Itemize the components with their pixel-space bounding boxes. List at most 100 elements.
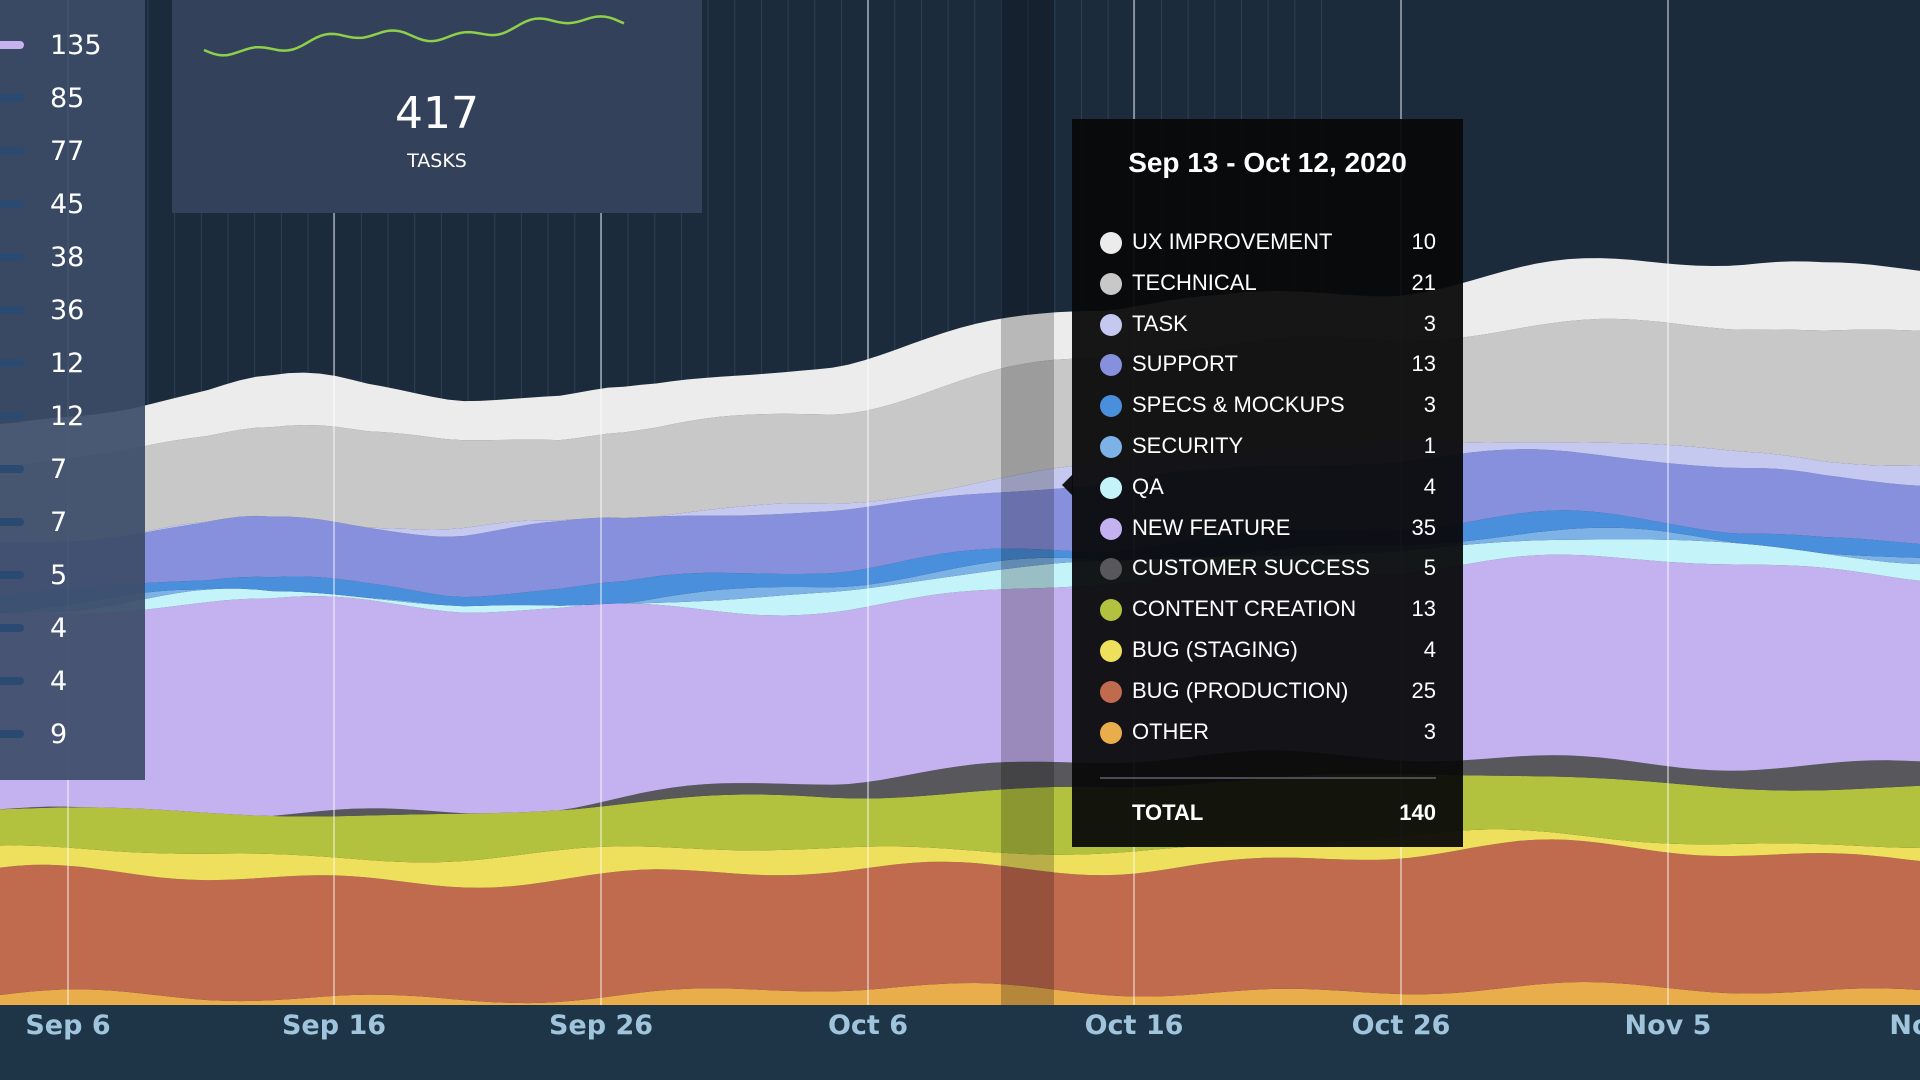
category-indicator-bar bbox=[0, 359, 24, 367]
legend-dot-icon bbox=[1100, 313, 1122, 336]
category-count-row[interactable]: 5 bbox=[0, 556, 145, 596]
tooltip-legend-row: QA 4 bbox=[1100, 470, 1436, 504]
category-count-row[interactable]: 135 bbox=[0, 26, 145, 66]
legend-dot-icon bbox=[1100, 680, 1122, 703]
x-axis-tick-label: Nov 5 bbox=[1624, 1010, 1712, 1041]
tooltip-legend-row: SECURITY 1 bbox=[1100, 429, 1436, 463]
tasks-sparkline bbox=[203, 15, 625, 57]
tooltip-total-value: 140 bbox=[1399, 800, 1436, 825]
category-count: 9 bbox=[50, 719, 68, 750]
tooltip-legend-row: SPECS & MOCKUPS 3 bbox=[1100, 388, 1436, 422]
legend-dot-icon bbox=[1100, 558, 1122, 581]
legend-dot-icon bbox=[1100, 354, 1122, 377]
category-indicator-bar bbox=[0, 730, 24, 738]
category-indicator-bar bbox=[0, 571, 24, 579]
category-count: 5 bbox=[50, 560, 68, 591]
category-indicator-bar bbox=[0, 253, 24, 261]
category-count-row[interactable]: 85 bbox=[0, 79, 145, 119]
tooltip-item-label: SPECS & MOCKUPS bbox=[1132, 392, 1345, 418]
tooltip-item-value: 13 bbox=[1411, 351, 1436, 377]
tooltip-pointer bbox=[1062, 474, 1073, 496]
legend-dot-icon bbox=[1100, 599, 1122, 622]
category-count-row[interactable]: 12 bbox=[0, 397, 145, 437]
category-count-panel: 135 85 77 45 38 36 12 12 7 7 5 4 4 9 bbox=[0, 0, 145, 780]
category-indicator-bar bbox=[0, 306, 24, 314]
category-indicator-bar bbox=[0, 147, 24, 155]
tooltip-item-label: BUG (STAGING) bbox=[1132, 637, 1298, 662]
category-indicator-bar bbox=[0, 624, 24, 632]
category-count: 12 bbox=[50, 348, 85, 379]
x-axis-tick-label: Oct 26 bbox=[1351, 1010, 1451, 1041]
category-count-row[interactable]: 9 bbox=[0, 715, 145, 755]
category-indicator-bar bbox=[0, 412, 24, 420]
category-count: 45 bbox=[50, 189, 85, 220]
tooltip-legend-row: NEW FEATURE 35 bbox=[1100, 511, 1436, 545]
tooltip-item-label: CUSTOMER SUCCESS bbox=[1132, 555, 1370, 581]
category-count-row[interactable]: 38 bbox=[0, 238, 145, 278]
tooltip-legend-row: BUG (PRODUCTION) 25 bbox=[1100, 674, 1436, 708]
category-count-row[interactable]: 7 bbox=[0, 450, 145, 490]
legend-dot-icon bbox=[1100, 721, 1122, 744]
tooltip-legend-row: TECHNICAL 21 bbox=[1100, 266, 1436, 300]
tooltip-total-label: TOTAL bbox=[1132, 800, 1204, 825]
tooltip-item-value: 4 bbox=[1423, 473, 1436, 499]
category-count: 135 bbox=[50, 30, 102, 61]
legend-dot-icon bbox=[1100, 640, 1122, 662]
x-axis-tick-label: Oct 16 bbox=[1084, 1010, 1184, 1041]
area-series[interactable] bbox=[0, 982, 1920, 1005]
legend-dot-icon bbox=[1100, 232, 1122, 254]
area-series[interactable] bbox=[0, 527, 1920, 614]
legend-dot-icon bbox=[1100, 436, 1122, 458]
category-indicator-bar bbox=[0, 677, 24, 685]
tooltip-item-value: 21 bbox=[1411, 269, 1436, 295]
tooltip-legend-row: CUSTOMER SUCCESS 5 bbox=[1100, 551, 1436, 585]
category-count: 7 bbox=[50, 507, 68, 538]
tooltip-item-label: SUPPORT bbox=[1132, 351, 1238, 377]
tooltip-divider bbox=[1100, 777, 1436, 779]
category-count-row[interactable]: 7 bbox=[0, 503, 145, 543]
category-count-row[interactable]: 45 bbox=[0, 185, 145, 225]
category-count-row[interactable]: 4 bbox=[0, 609, 145, 649]
tooltip-item-value: 13 bbox=[1411, 596, 1436, 622]
category-count-row[interactable]: 12 bbox=[0, 344, 145, 384]
tooltip-legend-row: CONTENT CREATION 13 bbox=[1100, 592, 1436, 626]
category-count-row[interactable]: 4 bbox=[0, 662, 145, 702]
area-series[interactable] bbox=[0, 839, 1920, 1004]
category-count: 4 bbox=[50, 613, 68, 644]
category-count: 12 bbox=[50, 401, 85, 432]
category-count: 7 bbox=[50, 454, 68, 485]
legend-dot-icon bbox=[1100, 272, 1122, 295]
tooltip-item-label: NEW FEATURE bbox=[1132, 514, 1291, 540]
tasks-label: TASKS bbox=[407, 150, 467, 172]
category-indicator-bar bbox=[0, 41, 24, 49]
category-indicator-bar bbox=[0, 518, 24, 526]
category-indicator-bar bbox=[0, 200, 24, 208]
tooltip-legend-row: OTHER 3 bbox=[1100, 715, 1436, 749]
tooltip-item-value: 3 bbox=[1423, 392, 1436, 418]
chart-tooltip: Sep 13 - Oct 12, 2020 UX IMPROVEMENT 10 TE… bbox=[1072, 119, 1463, 847]
category-count: 4 bbox=[50, 666, 68, 697]
tooltip-item-value: 35 bbox=[1411, 514, 1436, 540]
legend-dot-icon bbox=[1100, 517, 1122, 540]
tooltip-legend-row: TASK 3 bbox=[1100, 307, 1436, 341]
x-axis-tick-label: Sep 26 bbox=[548, 1010, 654, 1041]
tooltip-item-value: 3 bbox=[1423, 718, 1436, 744]
area-series[interactable] bbox=[0, 442, 1920, 543]
category-count-row[interactable]: 36 bbox=[0, 291, 145, 331]
hover-highlight-band bbox=[1001, 0, 1054, 1005]
tooltip-legend-row: SUPPORT 13 bbox=[1100, 347, 1436, 381]
category-indicator-bar bbox=[0, 94, 24, 102]
category-indicator-bar bbox=[0, 465, 24, 473]
category-count: 38 bbox=[50, 242, 85, 273]
category-count: 36 bbox=[50, 295, 85, 326]
tooltip-item-label: QA bbox=[1132, 473, 1164, 499]
tooltip-item-label: CONTENT CREATION bbox=[1132, 596, 1357, 622]
tooltip-item-value: 4 bbox=[1423, 637, 1436, 662]
tooltip-item-value: 3 bbox=[1423, 310, 1436, 336]
category-count-row[interactable]: 77 bbox=[0, 132, 145, 172]
tooltip-legend-row: BUG (STAGING) 4 bbox=[1100, 633, 1436, 667]
tooltip-item-label: TASK bbox=[1132, 310, 1188, 336]
x-axis-tick-label: Oct 6 bbox=[827, 1010, 909, 1041]
tooltip-item-label: UX IMPROVEMENT bbox=[1132, 229, 1333, 254]
category-count: 85 bbox=[50, 83, 85, 114]
